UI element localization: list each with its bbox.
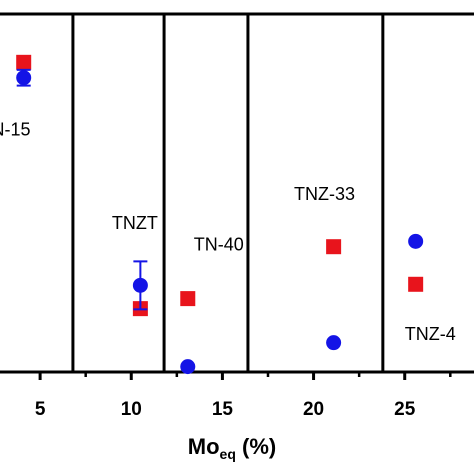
x-tick-label-5: 5 <box>35 399 46 420</box>
alloy-label-1: TN-15 <box>0 120 30 140</box>
circle-marker-5 <box>408 233 424 249</box>
square-marker-5 <box>408 276 424 292</box>
alloy-label-2: TNZT <box>112 213 158 233</box>
x-axis-title-main: Mo <box>188 434 220 459</box>
x-axis-title-suffix: (%) <box>236 434 276 459</box>
x-tick-label-15: 15 <box>212 399 234 420</box>
x-axis-title-subscript: eq <box>220 446 236 462</box>
square-marker-1 <box>16 54 32 70</box>
x-tick-label-10: 10 <box>121 399 142 420</box>
alloy-label-4: TNZ-33 <box>294 184 355 204</box>
alloy-label-5: TNZ-4 <box>405 324 456 344</box>
circle-marker-2 <box>132 277 148 293</box>
square-marker-3 <box>180 291 196 307</box>
x-tick-label-25: 25 <box>394 399 416 420</box>
circle-marker-1 <box>16 70 32 86</box>
x-tick-label-20: 20 <box>303 399 324 420</box>
circle-marker-3 <box>180 359 196 375</box>
x-axis-title: Moeq (%) <box>188 434 276 462</box>
circle-marker-4 <box>326 335 342 351</box>
square-marker-4 <box>326 239 342 255</box>
alloy-label-3: TN-40 <box>194 234 244 254</box>
